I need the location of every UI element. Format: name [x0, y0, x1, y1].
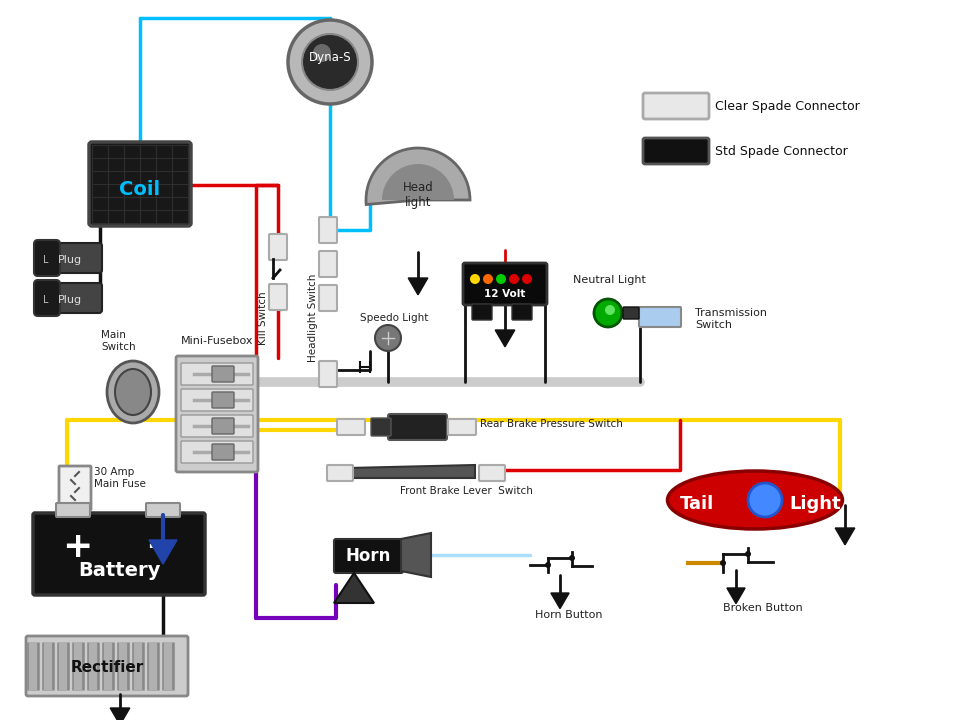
Text: Clear Spade Connector: Clear Spade Connector [715, 99, 860, 112]
Circle shape [745, 551, 751, 557]
FancyBboxPatch shape [181, 441, 253, 463]
FancyBboxPatch shape [56, 503, 90, 517]
FancyBboxPatch shape [181, 415, 253, 437]
Text: Kill Switch: Kill Switch [258, 291, 268, 345]
FancyBboxPatch shape [212, 366, 234, 382]
FancyBboxPatch shape [327, 465, 353, 481]
FancyBboxPatch shape [181, 389, 253, 411]
Text: Head
light: Head light [402, 181, 433, 209]
Polygon shape [348, 465, 475, 478]
Circle shape [288, 20, 372, 104]
Ellipse shape [115, 369, 151, 415]
Text: Broken Button: Broken Button [723, 603, 803, 613]
Text: Plug: Plug [58, 295, 82, 305]
Ellipse shape [667, 471, 843, 529]
FancyBboxPatch shape [269, 284, 287, 310]
Text: Horn Button: Horn Button [535, 610, 603, 620]
FancyBboxPatch shape [337, 419, 365, 435]
Text: Headlight Switch: Headlight Switch [308, 274, 318, 362]
Polygon shape [408, 278, 428, 294]
Text: 12 Volt: 12 Volt [484, 289, 526, 299]
Polygon shape [149, 540, 177, 564]
Circle shape [569, 555, 575, 561]
Text: Main
Switch: Main Switch [101, 330, 135, 352]
FancyBboxPatch shape [44, 243, 102, 273]
FancyBboxPatch shape [371, 418, 391, 436]
Text: Std Spade Connector: Std Spade Connector [715, 145, 848, 158]
FancyBboxPatch shape [639, 307, 681, 327]
FancyBboxPatch shape [89, 142, 191, 226]
FancyBboxPatch shape [319, 251, 337, 277]
FancyBboxPatch shape [334, 539, 403, 573]
FancyBboxPatch shape [388, 414, 447, 440]
Wedge shape [366, 148, 470, 204]
Text: +: + [61, 530, 92, 564]
FancyBboxPatch shape [34, 280, 60, 316]
Text: Neutral Light: Neutral Light [573, 275, 646, 285]
FancyBboxPatch shape [643, 138, 709, 164]
Circle shape [720, 560, 726, 566]
FancyBboxPatch shape [212, 418, 234, 434]
Circle shape [594, 299, 622, 327]
Polygon shape [334, 573, 374, 603]
FancyBboxPatch shape [479, 465, 505, 481]
FancyBboxPatch shape [34, 240, 60, 276]
FancyBboxPatch shape [472, 304, 492, 320]
Text: Front Brake Lever  Switch: Front Brake Lever Switch [400, 486, 533, 496]
Circle shape [470, 274, 480, 284]
Circle shape [509, 274, 519, 284]
Polygon shape [835, 528, 854, 545]
Circle shape [483, 274, 493, 284]
Wedge shape [382, 164, 454, 200]
FancyBboxPatch shape [448, 419, 476, 435]
FancyBboxPatch shape [319, 285, 337, 311]
FancyBboxPatch shape [146, 503, 180, 517]
Circle shape [496, 274, 506, 284]
FancyBboxPatch shape [59, 466, 91, 510]
Circle shape [605, 305, 615, 315]
FancyBboxPatch shape [176, 356, 258, 472]
FancyBboxPatch shape [269, 234, 287, 260]
Circle shape [545, 562, 551, 568]
Text: L: L [43, 295, 49, 305]
FancyBboxPatch shape [319, 217, 337, 243]
FancyBboxPatch shape [319, 361, 337, 387]
Ellipse shape [107, 361, 159, 423]
FancyBboxPatch shape [512, 304, 532, 320]
Text: 30 Amp
Main Fuse: 30 Amp Main Fuse [94, 467, 146, 489]
Text: Horn: Horn [346, 547, 391, 565]
Text: Mini-Fusebox: Mini-Fusebox [180, 336, 253, 346]
FancyBboxPatch shape [44, 283, 102, 313]
Text: Rear Brake Pressure Switch: Rear Brake Pressure Switch [480, 419, 623, 429]
Polygon shape [401, 533, 431, 577]
Text: Plug: Plug [58, 255, 82, 265]
Text: Coil: Coil [119, 179, 160, 199]
Polygon shape [495, 330, 515, 347]
Text: Transmission
Switch: Transmission Switch [695, 308, 767, 330]
Text: Light: Light [789, 495, 841, 513]
Text: Tail: Tail [680, 495, 714, 513]
FancyBboxPatch shape [212, 444, 234, 460]
Text: Speedo Light: Speedo Light [360, 313, 428, 323]
Text: −: − [145, 530, 175, 564]
FancyBboxPatch shape [26, 636, 188, 696]
Circle shape [748, 483, 782, 517]
Text: L: L [43, 255, 49, 265]
Text: Rectifier: Rectifier [70, 660, 144, 675]
FancyBboxPatch shape [33, 513, 205, 595]
Circle shape [313, 44, 331, 62]
Polygon shape [727, 588, 745, 603]
Polygon shape [551, 593, 569, 608]
Text: Battery: Battery [78, 562, 160, 580]
Circle shape [302, 34, 358, 90]
Circle shape [522, 274, 532, 284]
Polygon shape [110, 708, 130, 720]
FancyBboxPatch shape [212, 392, 234, 408]
FancyBboxPatch shape [643, 93, 709, 119]
FancyBboxPatch shape [181, 363, 253, 385]
FancyBboxPatch shape [623, 307, 639, 319]
Circle shape [375, 325, 401, 351]
Text: Dyna-S: Dyna-S [309, 50, 351, 63]
FancyBboxPatch shape [463, 263, 547, 305]
